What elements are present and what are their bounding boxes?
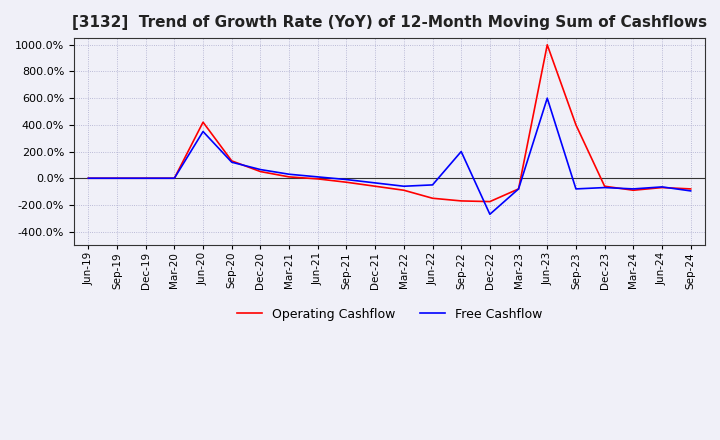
- Operating Cashflow: [428, 196, 437, 201]
- Free Cashflow: [428, 182, 437, 187]
- Line: Free Cashflow: Free Cashflow: [89, 98, 690, 214]
- Operating Cashflow: [657, 185, 666, 190]
- Free Cashflow: [543, 95, 552, 101]
- Operating Cashflow: [112, 176, 121, 181]
- Operating Cashflow: [629, 187, 638, 193]
- Free Cashflow: [141, 176, 150, 181]
- Operating Cashflow: [600, 183, 609, 189]
- Operating Cashflow: [285, 174, 294, 180]
- Free Cashflow: [371, 180, 379, 186]
- Legend: Operating Cashflow, Free Cashflow: Operating Cashflow, Free Cashflow: [232, 303, 547, 326]
- Operating Cashflow: [543, 42, 552, 48]
- Title: [3132]  Trend of Growth Rate (YoY) of 12-Month Moving Sum of Cashflows: [3132] Trend of Growth Rate (YoY) of 12-…: [72, 15, 707, 30]
- Operating Cashflow: [485, 199, 494, 204]
- Free Cashflow: [485, 212, 494, 217]
- Free Cashflow: [600, 185, 609, 190]
- Operating Cashflow: [457, 198, 466, 204]
- Operating Cashflow: [686, 186, 695, 191]
- Free Cashflow: [228, 160, 236, 165]
- Operating Cashflow: [342, 180, 351, 185]
- Operating Cashflow: [514, 186, 523, 191]
- Free Cashflow: [285, 172, 294, 177]
- Free Cashflow: [629, 186, 638, 191]
- Free Cashflow: [256, 167, 265, 172]
- Operating Cashflow: [371, 183, 379, 189]
- Free Cashflow: [657, 184, 666, 190]
- Free Cashflow: [457, 149, 466, 154]
- Free Cashflow: [514, 186, 523, 191]
- Free Cashflow: [170, 176, 179, 181]
- Free Cashflow: [572, 186, 580, 191]
- Free Cashflow: [342, 177, 351, 182]
- Operating Cashflow: [84, 176, 93, 181]
- Operating Cashflow: [313, 176, 322, 182]
- Free Cashflow: [400, 183, 408, 189]
- Line: Operating Cashflow: Operating Cashflow: [89, 45, 690, 202]
- Free Cashflow: [199, 129, 207, 134]
- Operating Cashflow: [141, 176, 150, 181]
- Operating Cashflow: [199, 120, 207, 125]
- Operating Cashflow: [400, 187, 408, 193]
- Free Cashflow: [84, 176, 93, 181]
- Free Cashflow: [112, 176, 121, 181]
- Free Cashflow: [686, 188, 695, 194]
- Operating Cashflow: [256, 169, 265, 174]
- Operating Cashflow: [170, 176, 179, 181]
- Free Cashflow: [313, 174, 322, 180]
- Operating Cashflow: [572, 122, 580, 128]
- Operating Cashflow: [228, 158, 236, 164]
